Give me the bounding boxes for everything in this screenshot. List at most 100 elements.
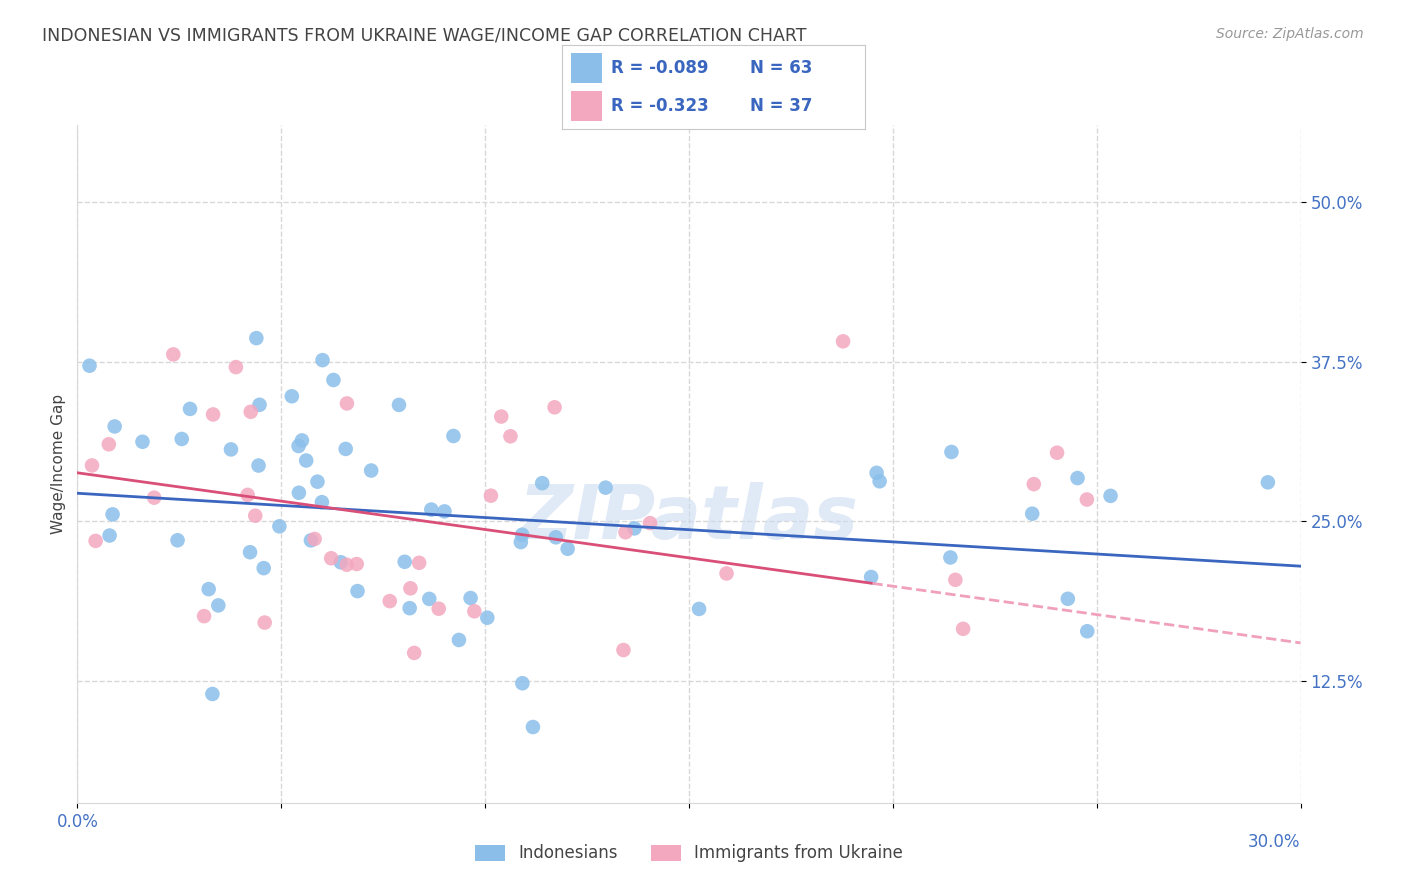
Point: [543, 401, 565, 415]
Point: [860, 570, 883, 584]
Point: [460, 591, 482, 605]
Point: [479, 489, 502, 503]
Point: [943, 573, 966, 587]
Point: [335, 442, 357, 456]
Point: [433, 504, 456, 518]
Point: [688, 602, 710, 616]
Point: [291, 434, 314, 448]
Point: [1099, 489, 1122, 503]
Bar: [571, 54, 602, 83]
Point: [269, 519, 291, 533]
Point: [304, 532, 326, 546]
Point: [311, 495, 333, 509]
Point: [1022, 477, 1045, 491]
Point: [287, 439, 309, 453]
Point: [360, 463, 382, 477]
Point: [197, 582, 219, 596]
Point: [1076, 492, 1098, 507]
Point: [245, 331, 267, 345]
Point: [447, 632, 470, 647]
Point: [595, 481, 617, 495]
Point: [193, 609, 215, 624]
Point: [388, 398, 411, 412]
Text: R = -0.323: R = -0.323: [610, 97, 709, 115]
Point: [509, 535, 531, 549]
Point: [1046, 446, 1069, 460]
Point: [97, 437, 120, 451]
Point: [336, 396, 359, 410]
Point: [378, 594, 401, 608]
Point: [346, 584, 368, 599]
Point: [219, 442, 242, 457]
Point: [249, 398, 271, 412]
Point: [239, 405, 262, 419]
Point: [420, 502, 443, 516]
Point: [499, 429, 522, 443]
Point: [491, 409, 513, 424]
Point: [336, 558, 359, 572]
Point: [98, 528, 121, 542]
Point: [202, 408, 225, 422]
Point: [131, 434, 153, 449]
Point: [80, 458, 103, 473]
Point: [612, 643, 634, 657]
Point: [1257, 475, 1279, 490]
Point: [253, 615, 276, 630]
Point: [295, 453, 318, 467]
Legend: Indonesians, Immigrants from Ukraine: Indonesians, Immigrants from Ukraine: [468, 838, 910, 869]
Text: 30.0%: 30.0%: [1249, 833, 1301, 851]
Text: N = 63: N = 63: [749, 59, 813, 77]
Point: [522, 720, 544, 734]
Point: [441, 429, 464, 443]
Point: [143, 491, 166, 505]
Point: [311, 353, 333, 368]
Point: [865, 466, 887, 480]
Point: [225, 360, 247, 375]
Point: [79, 359, 101, 373]
Point: [321, 551, 343, 566]
Point: [236, 488, 259, 502]
Text: R = -0.089: R = -0.089: [610, 59, 709, 77]
Point: [510, 527, 533, 541]
Point: [170, 432, 193, 446]
Point: [239, 545, 262, 559]
Point: [179, 401, 201, 416]
Point: [104, 419, 127, 434]
Text: N = 37: N = 37: [749, 97, 813, 115]
Point: [952, 622, 974, 636]
Text: Source: ZipAtlas.com: Source: ZipAtlas.com: [1216, 27, 1364, 41]
Point: [201, 687, 224, 701]
Point: [623, 521, 645, 535]
Point: [245, 508, 267, 523]
Text: INDONESIAN VS IMMIGRANTS FROM UKRAINE WAGE/INCOME GAP CORRELATION CHART: INDONESIAN VS IMMIGRANTS FROM UKRAINE WA…: [42, 27, 807, 45]
Point: [1021, 507, 1043, 521]
Point: [544, 530, 567, 544]
Y-axis label: Wage/Income Gap: Wage/Income Gap: [51, 393, 66, 534]
Point: [207, 599, 229, 613]
Point: [101, 508, 124, 522]
Point: [307, 475, 329, 489]
Point: [288, 485, 311, 500]
Point: [557, 541, 579, 556]
Point: [1056, 591, 1078, 606]
Point: [166, 533, 188, 548]
Point: [398, 601, 420, 615]
Point: [939, 550, 962, 565]
Bar: [571, 91, 602, 120]
Point: [427, 601, 450, 615]
Point: [614, 525, 637, 540]
Point: [531, 476, 554, 491]
Point: [832, 334, 855, 349]
Point: [281, 389, 304, 403]
Point: [329, 555, 352, 569]
Point: [299, 533, 322, 548]
Point: [247, 458, 270, 473]
Point: [477, 610, 499, 624]
Point: [869, 475, 891, 489]
Point: [1076, 624, 1098, 639]
Point: [418, 591, 440, 606]
Point: [463, 604, 485, 618]
Point: [404, 646, 426, 660]
Text: ZIPatlas: ZIPatlas: [519, 482, 859, 555]
Point: [512, 676, 534, 690]
